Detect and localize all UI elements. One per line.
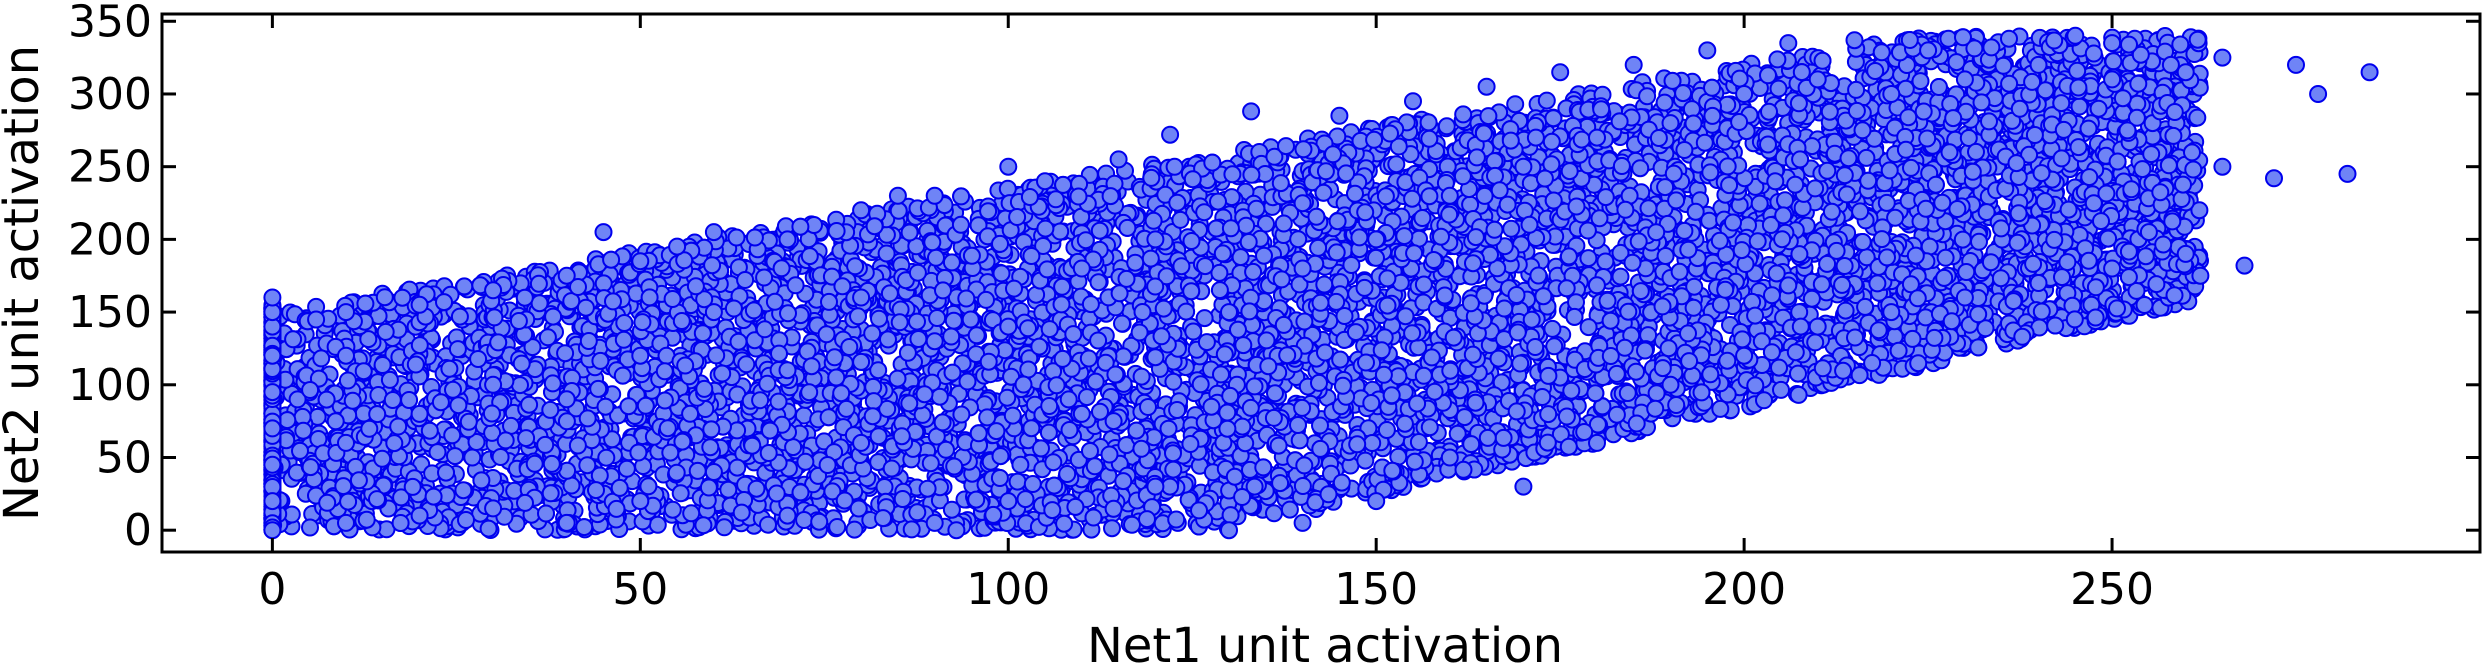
cloud-point	[1789, 385, 1808, 404]
cloud-point	[1545, 337, 1564, 356]
cloud-point	[1537, 91, 1556, 110]
points-layer	[263, 26, 2379, 540]
cloud-point	[450, 307, 469, 326]
cloud-point	[1387, 155, 1406, 174]
cloud-point	[1114, 347, 1133, 366]
cloud-point	[1750, 194, 1769, 213]
cloud-point	[1454, 105, 1473, 124]
cloud-point	[1506, 95, 1525, 114]
cloud-point	[1755, 391, 1773, 410]
cloud-point	[967, 326, 986, 345]
